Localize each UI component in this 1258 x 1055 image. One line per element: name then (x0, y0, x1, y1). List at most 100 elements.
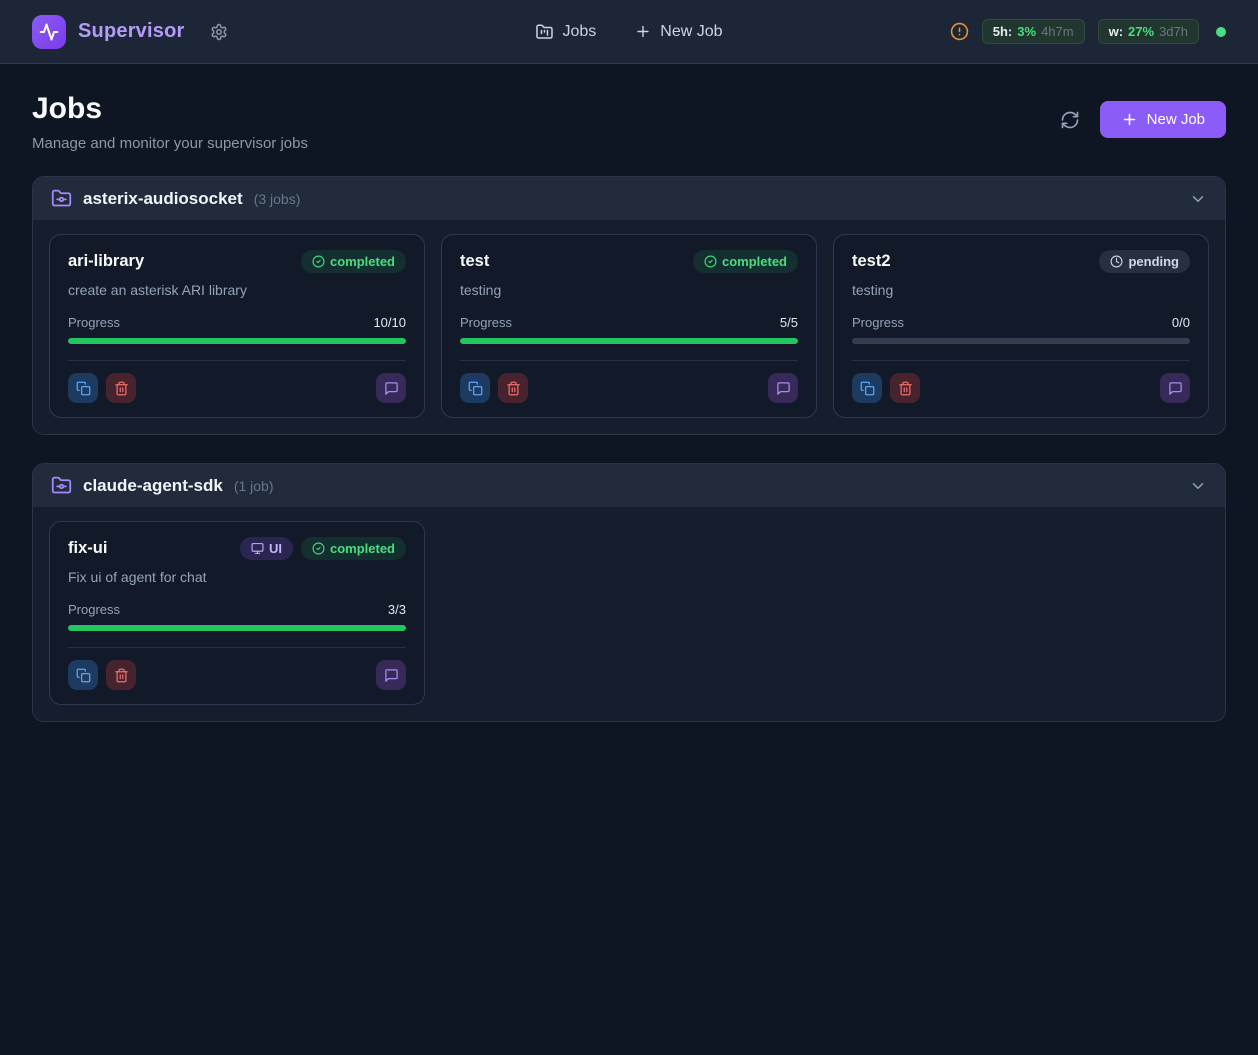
plus-icon (1121, 111, 1138, 128)
progress-label: Progress (68, 602, 121, 617)
status-badge-label: completed (329, 254, 395, 269)
progress-bar (68, 625, 406, 631)
settings-gear-icon[interactable] (210, 23, 228, 41)
usage-percent: 27% (1128, 24, 1155, 39)
page-header-text: Jobs Manage and monitor your supervisor … (32, 91, 308, 152)
refresh-icon (1060, 110, 1080, 130)
nav-new-job[interactable]: New Job (634, 22, 723, 41)
progress-bar (460, 338, 798, 344)
monitor-icon (251, 542, 264, 555)
group-header[interactable]: claude-agent-sdk (1 job) (33, 464, 1225, 507)
status-badge: completed (300, 250, 406, 273)
job-title: ari-library (68, 252, 145, 270)
progress-value: 10/10 (373, 315, 406, 330)
folder-kanban-icon (535, 23, 553, 41)
ui-tag-label: UI (268, 541, 282, 556)
top-bar: Supervisor Jobs New Job 5h: 3% 4h7m (0, 0, 1258, 64)
chat-job-button[interactable] (376, 373, 406, 403)
progress-value: 5/5 (779, 315, 798, 330)
usage-badge-week: w: 27% 3d7h (1097, 19, 1199, 44)
progress-bar-fill (68, 338, 406, 344)
job-description: testing (852, 282, 894, 298)
job-description: create an asterisk ARI library (68, 282, 247, 298)
job-card-test: test completed testing Progress (441, 234, 817, 418)
status-badge-label: completed (329, 541, 395, 556)
app-logo[interactable] (32, 14, 66, 49)
plus-icon (634, 23, 651, 40)
usage-badge-5h: 5h: 3% 4h7m (981, 19, 1085, 44)
group-body: ari-library completed create an asterisk… (33, 220, 1225, 434)
usage-label: 5h: (992, 24, 1013, 39)
group-job-count: (1 job) (233, 477, 274, 494)
new-job-button[interactable]: New Job (1099, 101, 1226, 138)
circle-check-icon (704, 255, 717, 268)
usage-time: 3d7h (1159, 24, 1188, 39)
copy-icon (76, 668, 91, 683)
job-title: fix-ui (68, 539, 108, 557)
copy-icon (860, 381, 875, 396)
job-card-fix-ui: fix-ui UI (49, 521, 425, 705)
trash-icon (114, 668, 129, 683)
delete-job-button[interactable] (106, 373, 136, 403)
copy-job-button[interactable] (68, 660, 98, 690)
topbar-status-area: 5h: 3% 4h7m w: 27% 3d7h (950, 19, 1226, 44)
chevron-down-icon[interactable] (1189, 190, 1207, 208)
progress-label: Progress (460, 315, 513, 330)
trash-icon (506, 381, 521, 396)
nav-new-job-label: New Job (660, 22, 723, 40)
progress-bar-fill (460, 338, 798, 344)
chat-job-button[interactable] (768, 373, 798, 403)
brand: Supervisor (32, 14, 228, 49)
status-badge-label: completed (721, 254, 787, 269)
job-description: Fix ui of agent for chat (68, 569, 207, 585)
progress-bar (852, 338, 1190, 344)
group-header[interactable]: asterix-audiosocket (3 jobs) (33, 177, 1225, 220)
refresh-button[interactable] (1060, 110, 1080, 130)
chat-job-button[interactable] (376, 660, 406, 690)
trash-icon (114, 381, 129, 396)
usage-percent: 3% (1017, 24, 1037, 39)
copy-job-button[interactable] (852, 373, 882, 403)
circle-check-icon (312, 255, 325, 268)
status-badge-label: pending (1128, 254, 1179, 269)
delete-job-button[interactable] (106, 660, 136, 690)
status-badge: completed (300, 537, 406, 560)
header-actions: New Job (1060, 101, 1226, 138)
delete-job-button[interactable] (498, 373, 528, 403)
message-square-icon (384, 668, 399, 683)
job-card-ari-library: ari-library completed create an asterisk… (49, 234, 425, 418)
job-groups: asterix-audiosocket (3 jobs) ari-library (32, 176, 1226, 722)
main-content: Jobs Manage and monitor your supervisor … (0, 64, 1258, 722)
folder-git-icon (51, 188, 72, 209)
copy-job-button[interactable] (68, 373, 98, 403)
chat-job-button[interactable] (1160, 373, 1190, 403)
progress-label: Progress (68, 315, 121, 330)
delete-job-button[interactable] (890, 373, 920, 403)
circle-check-icon (312, 542, 325, 555)
message-square-icon (776, 381, 791, 396)
nav-jobs[interactable]: Jobs (535, 23, 596, 41)
progress-value: 0/0 (1171, 315, 1190, 330)
alert-circle-icon[interactable] (950, 22, 969, 41)
page-header: Jobs Manage and monitor your supervisor … (32, 91, 1226, 152)
folder-git-icon (51, 475, 72, 496)
message-square-icon (1168, 381, 1183, 396)
trash-icon (898, 381, 913, 396)
top-nav: Jobs New Job (535, 0, 723, 63)
group-card-asterix-audiosocket: asterix-audiosocket (3 jobs) ari-library (32, 176, 1226, 435)
page-title: Jobs (32, 92, 103, 125)
copy-job-button[interactable] (460, 373, 490, 403)
copy-icon (468, 381, 483, 396)
status-badge: pending (1099, 250, 1190, 273)
chevron-down-icon[interactable] (1189, 477, 1207, 495)
progress-bar-fill (68, 625, 406, 631)
message-square-icon (384, 381, 399, 396)
job-description: testing (460, 282, 502, 298)
status-badge: completed (692, 250, 798, 273)
group-name: asterix-audiosocket (83, 188, 243, 208)
job-card-test2: test2 pending testing Progress (833, 234, 1209, 418)
usage-label: w: (1108, 24, 1124, 39)
ui-tag-badge: UI (239, 537, 293, 560)
copy-icon (76, 381, 91, 396)
new-job-button-label: New Job (1146, 111, 1205, 128)
